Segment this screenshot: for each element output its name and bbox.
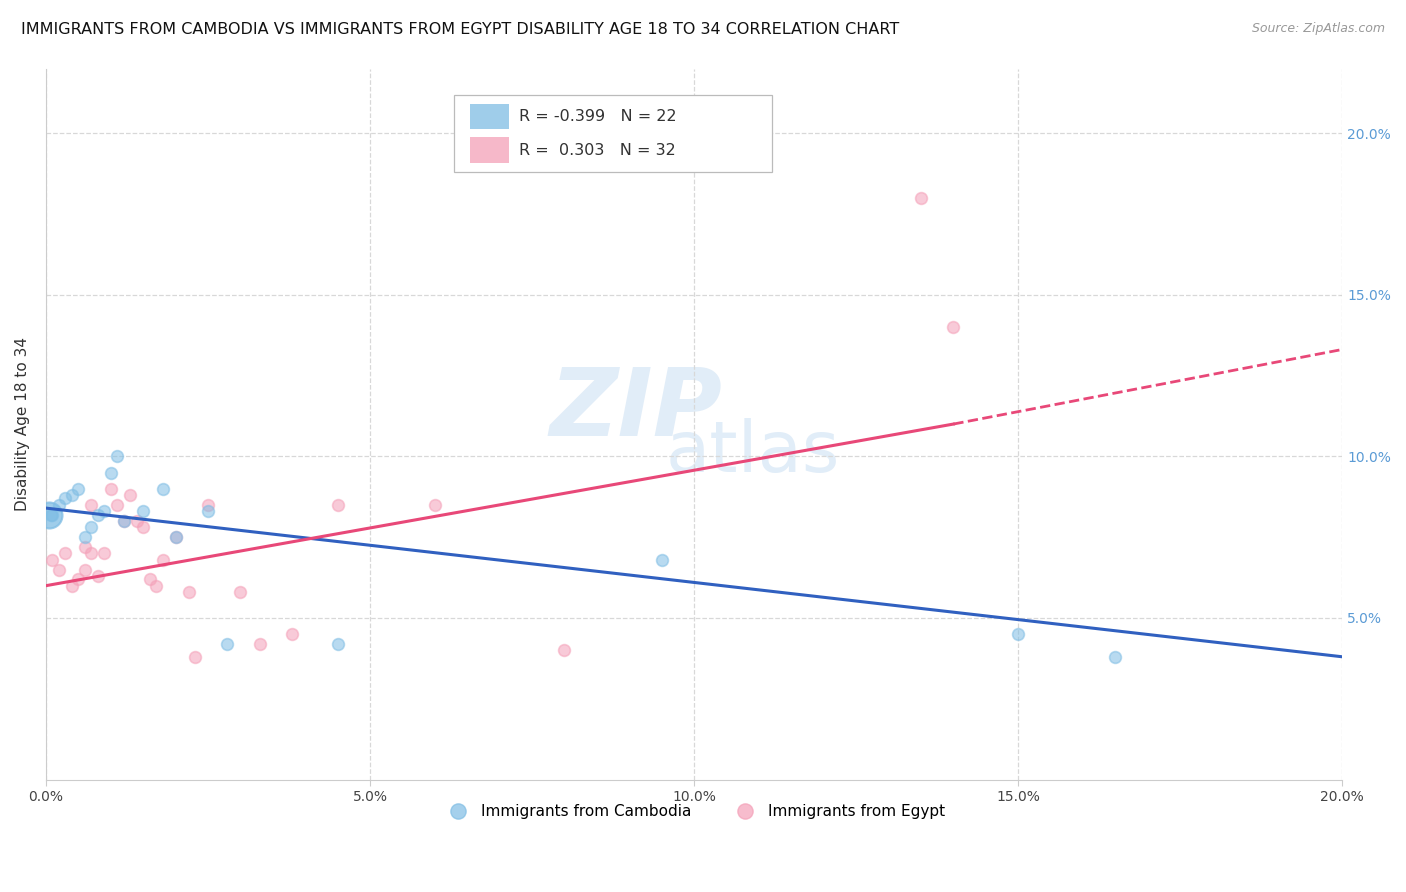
Point <box>326 498 349 512</box>
Point <box>55 546 77 560</box>
Point <box>80 546 103 560</box>
Point <box>105 498 128 512</box>
Point <box>87 508 110 522</box>
Point <box>67 482 90 496</box>
Point <box>112 514 135 528</box>
Point <box>165 530 187 544</box>
FancyBboxPatch shape <box>454 95 772 171</box>
Point <box>73 562 96 576</box>
Point <box>138 572 160 586</box>
Point <box>165 530 187 544</box>
Point <box>48 498 70 512</box>
Point <box>67 572 90 586</box>
Point <box>184 649 207 664</box>
Point <box>80 498 103 512</box>
Text: atlas: atlas <box>665 418 839 487</box>
Point <box>80 520 103 534</box>
Point <box>112 514 135 528</box>
Point <box>423 498 446 512</box>
Point <box>132 504 155 518</box>
Point <box>93 504 115 518</box>
Point <box>60 579 83 593</box>
Point <box>73 540 96 554</box>
Point <box>1007 627 1029 641</box>
Point <box>281 627 304 641</box>
Point <box>217 637 239 651</box>
Point <box>73 530 96 544</box>
Point <box>39 508 62 522</box>
Point <box>152 482 174 496</box>
Point <box>120 488 142 502</box>
Text: IMMIGRANTS FROM CAMBODIA VS IMMIGRANTS FROM EGYPT DISABILITY AGE 18 TO 34 CORREL: IMMIGRANTS FROM CAMBODIA VS IMMIGRANTS F… <box>21 22 900 37</box>
Point <box>152 553 174 567</box>
Text: Source: ZipAtlas.com: Source: ZipAtlas.com <box>1251 22 1385 36</box>
Point <box>197 504 219 518</box>
Point <box>105 450 128 464</box>
Point <box>145 579 167 593</box>
Y-axis label: Disability Age 18 to 34: Disability Age 18 to 34 <box>15 337 30 511</box>
Point <box>41 553 63 567</box>
Point <box>93 546 115 560</box>
Point <box>910 191 932 205</box>
Text: ZIP: ZIP <box>550 364 723 456</box>
Point <box>553 643 575 657</box>
Point <box>87 569 110 583</box>
Point <box>249 637 271 651</box>
Point <box>100 466 122 480</box>
Point <box>1104 649 1126 664</box>
Point <box>177 585 200 599</box>
Point <box>197 498 219 512</box>
Text: R = -0.399   N = 22: R = -0.399 N = 22 <box>519 109 676 124</box>
Point <box>38 508 60 522</box>
Point <box>229 585 252 599</box>
FancyBboxPatch shape <box>470 137 509 163</box>
Point <box>41 508 63 522</box>
Point <box>125 514 148 528</box>
FancyBboxPatch shape <box>470 103 509 129</box>
Point <box>48 562 70 576</box>
Point <box>651 553 673 567</box>
Point <box>100 482 122 496</box>
Text: R =  0.303   N = 32: R = 0.303 N = 32 <box>519 143 676 158</box>
Point <box>942 320 965 334</box>
Point <box>55 491 77 506</box>
Point <box>60 488 83 502</box>
Point <box>326 637 349 651</box>
Legend: Immigrants from Cambodia, Immigrants from Egypt: Immigrants from Cambodia, Immigrants fro… <box>437 798 952 825</box>
Point <box>132 520 155 534</box>
